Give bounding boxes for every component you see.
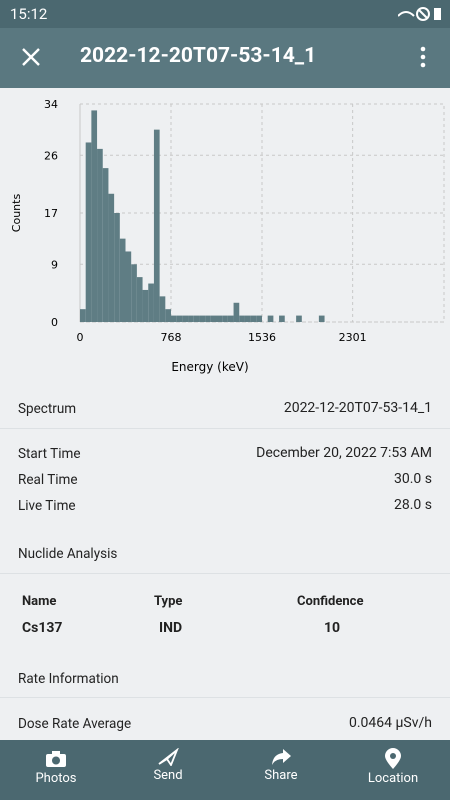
label: Spectrum [18,401,77,417]
bottom-nav: Photos Send Share Location [0,740,450,800]
x-tick-label: 0 [77,331,84,344]
x-tick-label: 768 [161,331,182,344]
bar [108,193,115,322]
nav-share[interactable]: Share [225,746,337,796]
value: 2022-12-20T07-53-14_1 [283,400,432,416]
bar [279,315,285,322]
column-header: Confidence [297,594,364,609]
bar [91,110,98,322]
spectrum-chart: Counts Energy (keV) 0 9 17 26 34 0 768 1536 2301 [10,98,445,374]
bar [239,315,245,322]
camera-icon [46,751,66,767]
status-bar: 15:12 [0,0,450,28]
column-header: Type [154,594,183,609]
bar [227,315,234,322]
title: 2022-12-20T07-53-14_1 [80,44,317,68]
clock: 15:12 [10,5,48,23]
bar [176,315,183,322]
section-title: Rate Information [18,671,119,687]
bar [136,277,143,322]
x-tick-label: 2301 [339,331,367,344]
bar [193,315,200,322]
bar [250,315,257,322]
divider [0,573,450,574]
value: 0.0464 µSv/h [348,715,432,731]
bar [114,213,120,322]
bar [318,315,325,322]
status-icons [398,7,441,21]
bar [233,302,240,322]
nav-send[interactable]: Send [112,746,224,796]
bar [205,315,211,322]
label: Real Time [18,472,78,488]
bar [119,238,126,322]
bar [188,315,194,322]
cell: Cs137 [22,620,63,636]
share-icon [272,749,291,765]
location-icon [385,748,401,769]
bar [199,315,206,322]
bar [125,251,132,322]
value: 30.0 s [394,471,432,487]
y-tick-label: 0 [51,316,58,329]
menu-button[interactable] [418,46,428,68]
x-tick-label: 1536 [248,331,276,344]
bar [80,309,86,322]
value: 28.0 s [394,497,432,513]
nav-photos[interactable]: Photos [0,748,112,798]
cell: 10 [324,620,341,636]
bar [97,148,103,322]
nav-label: Share [264,768,298,783]
bar [159,296,166,322]
bar [171,315,177,322]
bar [131,264,137,322]
section-title: Nuclide Analysis [18,546,118,562]
nav-label: Send [153,768,183,783]
bar [148,283,154,322]
bar [102,168,109,322]
nav-label: Photos [35,771,77,786]
y-tick-label: 17 [44,207,58,220]
nav-location[interactable]: Location [337,748,449,798]
bar [267,315,274,322]
y-tick-label: 26 [44,149,58,162]
bar [153,129,160,322]
bar [142,289,149,322]
bar [216,315,223,322]
x-axis-label: Energy (keV) [171,360,248,374]
bar [256,315,262,322]
app-bar: 2022-12-20T07-53-14_1 [0,28,450,88]
nav-label: Location [367,771,419,786]
divider [0,697,450,698]
bar [165,309,171,322]
label: Live Time [18,498,76,514]
close-button[interactable] [22,48,40,66]
y-tick-label: 9 [51,258,58,271]
bar [222,315,228,322]
label: Start Time [18,446,81,462]
y-tick-label: 34 [44,98,58,111]
cell: IND [159,620,183,636]
send-icon [158,748,179,766]
column-header: Name [22,594,57,609]
label: Dose Rate Average [18,716,132,732]
bar [85,142,92,322]
value: December 20, 2022 7:53 AM [256,445,432,461]
y-axis-label: Counts [10,194,23,233]
bar [210,315,217,322]
bar [244,315,251,322]
bar [182,315,189,322]
divider [0,428,450,429]
bar [296,315,302,322]
